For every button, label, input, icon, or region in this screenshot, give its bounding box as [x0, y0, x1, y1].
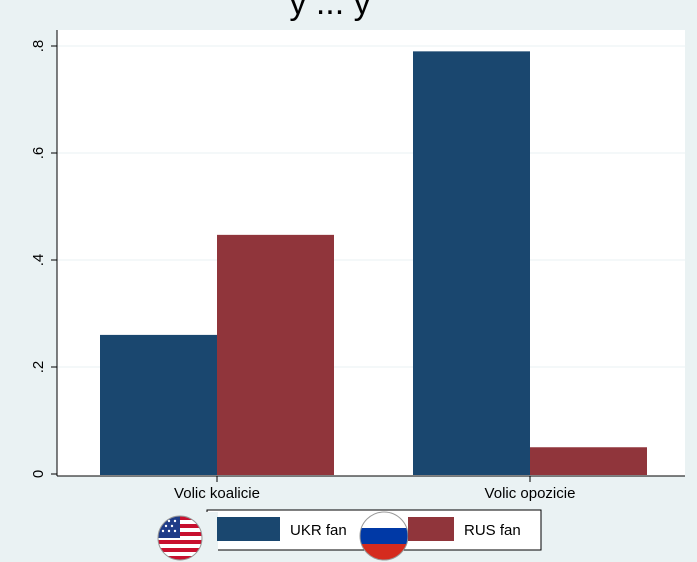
bar-ukr-koalicie [100, 335, 217, 475]
legend-label-rus: RUS fan [464, 522, 521, 539]
legend-swatch-ukr [217, 517, 280, 541]
y-tick-label: 0 [30, 470, 47, 478]
y-tick-label: .2 [30, 361, 47, 374]
x-tick-label: Volic opozicie [485, 485, 576, 502]
bar-ukr-opozicie [413, 51, 530, 475]
us-flag-icon [140, 512, 218, 562]
y-tick-label: .4 [30, 254, 47, 267]
legend-swatch-rus [408, 517, 454, 541]
bar-rus-koalicie [217, 235, 334, 475]
y-tick-label: .8 [30, 40, 47, 53]
x-tick-label: Volic koalicie [174, 485, 260, 502]
bar-rus-opozicie [530, 447, 647, 475]
legend-label-ukr: UKR fan [290, 522, 347, 539]
y-tick-label: .6 [30, 147, 47, 160]
chart-title-fragment: y ... y [289, 0, 370, 22]
